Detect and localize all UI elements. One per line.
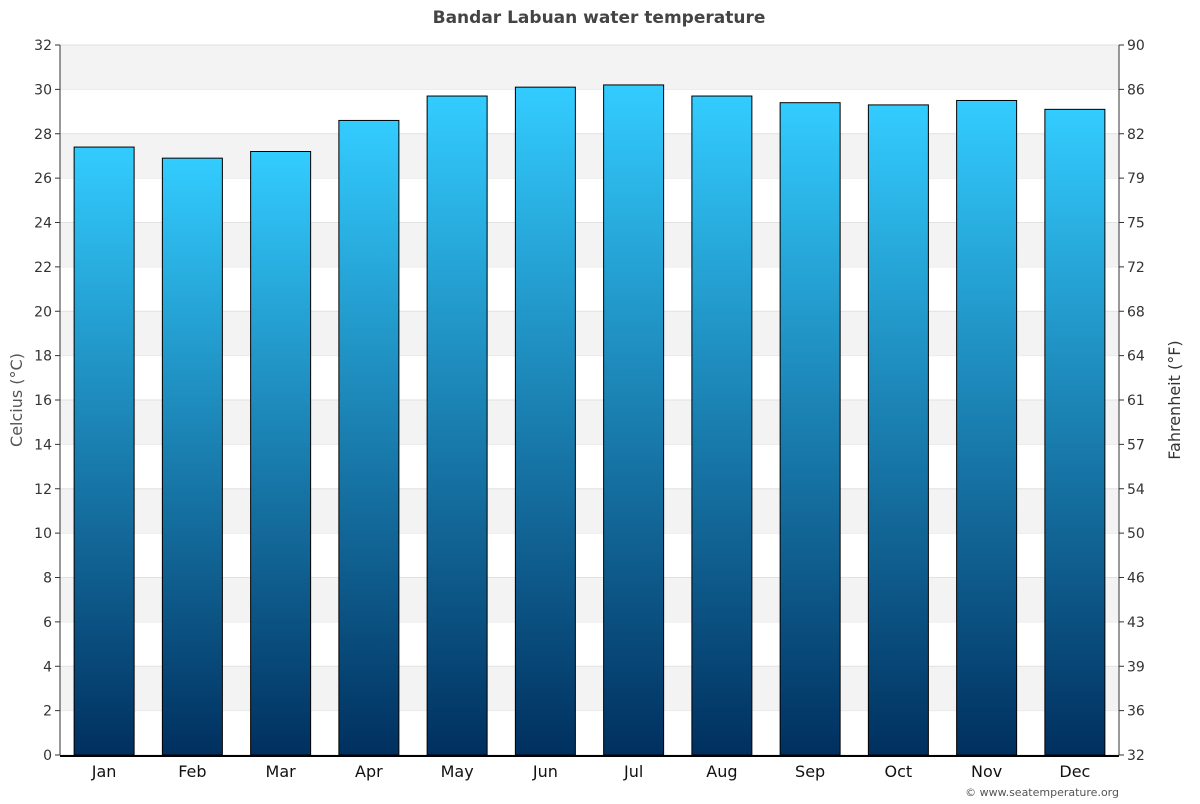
y2-tick-label: 75 xyxy=(1127,216,1145,232)
y2-tick-label: 82 xyxy=(1127,127,1145,143)
y-tick-label: 8 xyxy=(43,571,52,587)
x-tick-label: Oct xyxy=(885,762,913,781)
y2-tick-label: 61 xyxy=(1127,393,1145,409)
y2-tick-label: 86 xyxy=(1127,82,1145,98)
x-tick-label: Jun xyxy=(532,762,558,781)
x-tick-label: Aug xyxy=(706,762,737,781)
bar xyxy=(779,102,841,756)
y2-tick-label: 79 xyxy=(1127,171,1145,187)
grid-band xyxy=(60,577,1119,622)
bar xyxy=(426,95,488,756)
y-tick-label: 14 xyxy=(34,437,52,453)
x-tick-label: Apr xyxy=(355,762,383,781)
bar xyxy=(338,119,400,756)
y-axis-label: Celcius (°C) xyxy=(7,353,26,447)
y2-tick-label: 36 xyxy=(1127,704,1145,720)
y2-tick-label: 57 xyxy=(1127,437,1145,453)
bar xyxy=(867,104,929,756)
y-tick-label: 30 xyxy=(34,82,52,98)
y-tick-label: 12 xyxy=(34,482,52,498)
y2-tick-label: 54 xyxy=(1127,482,1145,498)
y2-tick-label: 50 xyxy=(1127,526,1145,542)
grid-band xyxy=(60,222,1119,267)
chart-title: Bandar Labuan water temperature xyxy=(433,8,766,28)
grid-band xyxy=(60,488,1119,534)
y-tick-label: 20 xyxy=(34,304,52,320)
bar xyxy=(161,157,223,756)
grid-band xyxy=(60,666,1119,711)
bar xyxy=(73,146,135,756)
y-tick-label: 16 xyxy=(34,393,52,409)
y-tick-label: 26 xyxy=(34,171,52,187)
x-tick-label: Feb xyxy=(178,762,206,781)
y2-tick-label: 72 xyxy=(1127,260,1145,276)
credit: © www.seatemperature.org xyxy=(965,786,1119,799)
x-tick-label: May xyxy=(441,762,474,781)
y2-tick-label: 32 xyxy=(1127,748,1145,764)
y-tick-label: 4 xyxy=(43,659,52,675)
x-tick-label: Jan xyxy=(91,762,117,781)
y-tick-label: 32 xyxy=(34,38,52,54)
bar xyxy=(1044,108,1106,756)
y2-tick-label: 90 xyxy=(1127,38,1145,54)
y2-tick-label: 46 xyxy=(1127,571,1145,587)
y-tick-label: 0 xyxy=(43,748,52,764)
y2-tick-label: 39 xyxy=(1127,659,1145,675)
bar xyxy=(956,99,1018,756)
bar xyxy=(514,86,576,756)
bar xyxy=(250,151,312,756)
x-tick-label: Sep xyxy=(795,762,825,781)
y-tick-label: 6 xyxy=(43,615,52,631)
x-tick-label: Nov xyxy=(971,762,1002,781)
y-tick-label: 2 xyxy=(43,704,52,720)
y-tick-label: 22 xyxy=(34,260,52,276)
grid-band xyxy=(60,311,1119,356)
y2-tick-label: 68 xyxy=(1127,304,1145,320)
x-tick-label: Jul xyxy=(623,762,643,781)
x-tick-label: Mar xyxy=(266,762,297,781)
y-tick-label: 24 xyxy=(34,216,52,232)
y2-tick-label: 64 xyxy=(1127,349,1145,365)
bar xyxy=(603,84,665,756)
y2-tick-label: 43 xyxy=(1127,615,1145,631)
y-tick-label: 28 xyxy=(34,127,52,143)
y-tick-label: 10 xyxy=(34,526,52,542)
x-tick-label: Dec xyxy=(1059,762,1090,781)
bar xyxy=(691,95,753,756)
grid-band xyxy=(60,133,1119,179)
grid-band xyxy=(60,400,1119,445)
grid-band xyxy=(60,45,1119,90)
y-tick-label: 18 xyxy=(34,349,52,365)
y2-axis-label: Fahrenheit (°F) xyxy=(1165,340,1184,459)
